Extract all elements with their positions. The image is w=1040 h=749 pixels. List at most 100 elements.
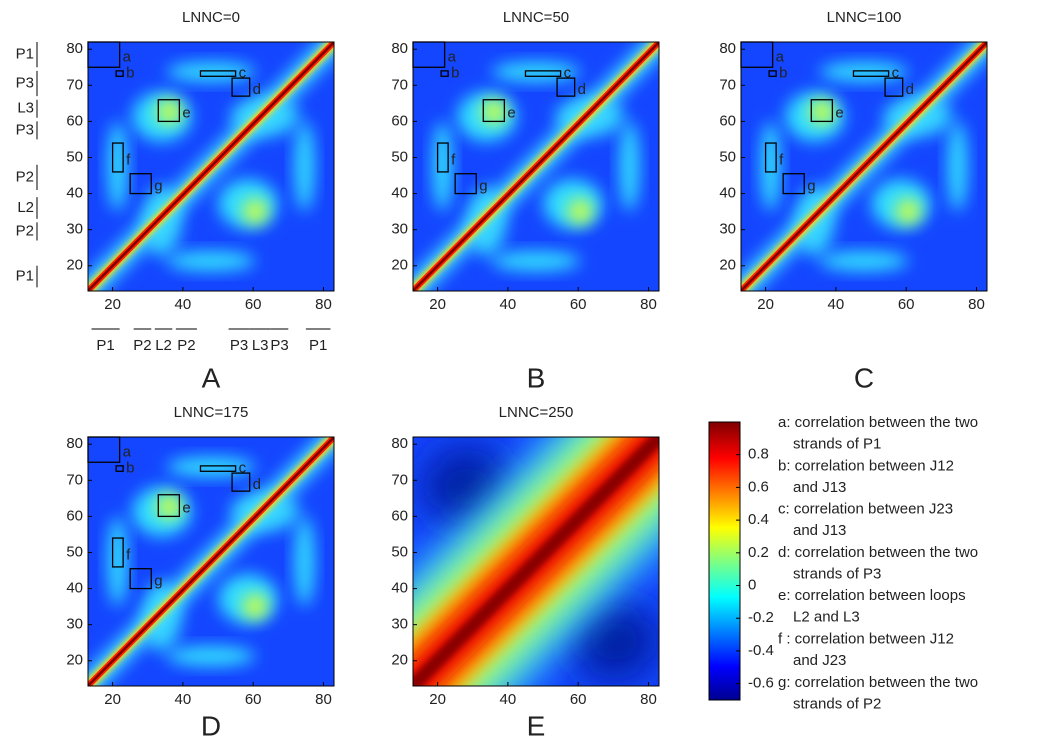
annotation-label: e [182, 105, 190, 122]
annotation-box [740, 41, 774, 68]
region-label: P2 [16, 222, 34, 239]
blob [491, 251, 581, 272]
annotation-label: c [892, 65, 900, 82]
blob [166, 251, 256, 272]
region-label: L3 [252, 337, 269, 354]
annotation-box [556, 77, 576, 97]
blob [294, 121, 315, 212]
annotation-box [129, 173, 152, 195]
legend-text: d: correlation between the two [778, 544, 978, 561]
annotation-box [810, 99, 834, 123]
region-label: L3 [17, 100, 34, 117]
annotation-box [115, 465, 124, 472]
x-tick-label: 20 [429, 296, 446, 313]
diagonal [413, 42, 659, 291]
annotation-box [412, 41, 446, 68]
region-label: P3 [230, 337, 248, 354]
x-tick-label: 20 [429, 691, 446, 708]
diagonal [88, 437, 334, 686]
annotation-box [454, 173, 477, 195]
legend-text: and J13 [793, 479, 846, 496]
x-tick-label: 40 [500, 296, 517, 313]
region-label: P1 [16, 46, 34, 63]
panel-letter: D [201, 710, 221, 741]
colorbar-tick-label: 0.2 [748, 544, 769, 561]
heatmap-panel [412, 41, 660, 292]
region-label: P2 [177, 337, 195, 354]
heatmap-image [413, 437, 659, 686]
y-tick-label: 70 [719, 76, 736, 93]
heatmap-panel [740, 41, 988, 292]
y-tick-label: 40 [66, 580, 83, 597]
blob [156, 494, 182, 520]
region-label: L2 [155, 337, 172, 354]
annotation-label: c [564, 65, 572, 82]
annotation-label: a [123, 49, 132, 66]
x-tick-label: 80 [640, 296, 657, 313]
annotation-box [524, 70, 562, 77]
colorbar-tick-label: -0.4 [748, 642, 774, 659]
blob [895, 198, 921, 224]
plot-frame [87, 41, 335, 292]
heatmap-panel [87, 41, 335, 292]
x-tick-label: 80 [315, 691, 332, 708]
panel-title: LNNC=100 [827, 9, 902, 26]
blob [166, 646, 256, 667]
annotation-box [764, 142, 777, 173]
panel-title: LNNC=175 [174, 404, 249, 421]
annotation-label: e [182, 500, 190, 517]
y-tick-label: 40 [391, 185, 408, 202]
annotation-box [231, 472, 251, 492]
heatmap-image [741, 42, 987, 291]
panel-title: LNNC=250 [499, 404, 574, 421]
x-tick-label: 80 [315, 296, 332, 313]
legend-text: g: correlation between the two [778, 674, 978, 691]
heatmap-image [413, 42, 659, 291]
legend-text: e: correlation between loops [778, 587, 966, 604]
dark-blob [569, 601, 659, 682]
annotation-box [111, 142, 124, 173]
region-label: P1 [16, 268, 34, 285]
annotation-label: a [448, 49, 457, 66]
annotation-label: b [126, 65, 134, 82]
y-tick-label: 20 [66, 652, 83, 669]
region-label: P2 [133, 337, 151, 354]
panel-title: LNNC=50 [503, 9, 569, 26]
annotation-box [436, 142, 449, 173]
x-tick-label: 60 [898, 296, 915, 313]
plot-frame [740, 41, 988, 292]
colorbar [708, 421, 741, 701]
y-tick-label: 30 [391, 616, 408, 633]
annotation-label: d [253, 81, 261, 98]
diagonal [741, 42, 987, 291]
region-label: P3 [270, 337, 288, 354]
annotation-label: d [253, 476, 261, 493]
y-tick-label: 60 [391, 112, 408, 129]
annotation-box [482, 99, 506, 123]
annotation-box [157, 99, 181, 123]
colorbar-tick-label: -0.6 [748, 675, 774, 692]
y-tick-label: 60 [391, 507, 408, 524]
y-tick-label: 20 [719, 257, 736, 274]
y-tick-label: 70 [391, 471, 408, 488]
y-tick-label: 60 [66, 112, 83, 129]
annotation-label: f [126, 151, 131, 168]
blob [619, 121, 640, 212]
blob [432, 121, 453, 212]
region-label: L2 [17, 199, 34, 216]
legend-text: strands of P3 [793, 565, 881, 582]
annotation-label: b [779, 65, 787, 82]
x-tick-label: 40 [500, 691, 517, 708]
region-label: P3 [16, 121, 34, 138]
annotation-box [231, 77, 251, 97]
annotation-label: a [123, 444, 132, 461]
x-tick-label: 40 [828, 296, 845, 313]
panel-letter: C [854, 362, 874, 393]
annotation-label: g [807, 178, 815, 195]
x-tick-label: 20 [757, 296, 774, 313]
colorbar-tick-label: -0.2 [748, 609, 774, 626]
colorbar-tick-label: 0.6 [748, 478, 769, 495]
annotation-box [87, 41, 121, 68]
blob [107, 516, 128, 607]
